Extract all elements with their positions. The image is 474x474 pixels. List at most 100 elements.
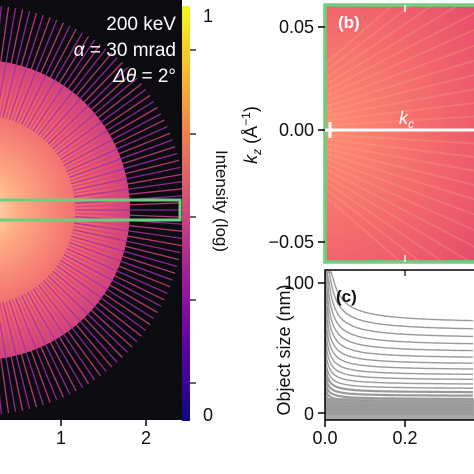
object-size-curve: [324, 303, 473, 370]
diffraction-glow: [0, 61, 130, 359]
panel-b-streak: [325, 194, 403, 262]
diffraction-ray: [50, 273, 133, 348]
panel-c-label: (c): [336, 287, 357, 306]
panel-b-streak: [325, 5, 413, 74]
diffraction-ray: [72, 166, 181, 191]
diffraction-ray: [18, 22, 64, 124]
object-size-curve: [324, 271, 473, 345]
object-size-curve: [324, 397, 473, 408]
panel-c-y-axis-label: Object size (nm): [274, 284, 294, 415]
object-size-curve: [323, 380, 474, 400]
panel-c: (c) 100 0 0.0 0.2 Object size (nm): [274, 269, 474, 448]
object-size-curve: [323, 364, 473, 394]
diffraction-ray: [43, 57, 118, 140]
object-size-curve: [325, 271, 474, 330]
diffraction-ray: [50, 72, 133, 147]
diffraction-ray: [14, 19, 58, 123]
object-size-curve: [324, 286, 473, 364]
diffraction-ray: [74, 212, 182, 218]
object-size-curve: [324, 407, 473, 413]
panel-b: (b) kc 0.05 0.00 −0.05 kz (Å−1): [239, 3, 474, 264]
diffraction-ray: [2, 10, 31, 118]
diffraction-ray: [29, 290, 90, 385]
diffraction-ray: [60, 259, 155, 320]
colorbar-tick-label-bottom: 0: [203, 405, 213, 425]
diffraction-ray: [54, 83, 142, 153]
diffraction-ray: [32, 39, 96, 132]
colorbar-gradient: [182, 6, 190, 421]
diffraction-ray: [61, 106, 158, 164]
colorbar: 1 0 Intensity (log): [182, 6, 231, 425]
diffraction-ray: [40, 282, 113, 368]
object-size-curve: [324, 354, 473, 389]
object-size-curve: [324, 331, 473, 380]
diffraction-ray: [26, 32, 84, 129]
diffraction-ray: [26, 291, 84, 388]
diffraction-ray: [0, 347, 10, 414]
diffraction-ray: [0, 7, 17, 101]
panel-c-y-tick-label-1: 100: [284, 273, 314, 293]
panel-b-streak: [325, 88, 474, 118]
panel-b-streak: [325, 115, 474, 127]
panel-b-streak: [325, 152, 474, 201]
diffraction-ray: [69, 139, 173, 179]
diffraction-ray: [54, 267, 142, 337]
diffraction-ray: [72, 159, 180, 188]
panel-b-y-tick-label-2: 0.00: [279, 120, 314, 140]
panel-b-streak: [325, 186, 422, 262]
panel-a-x-tick-label-2: 2: [141, 428, 151, 448]
diffraction-ray: [40, 52, 113, 138]
panel-b-streak: [325, 59, 474, 108]
alpha-label: α = 30 mrad: [74, 40, 176, 61]
object-size-curve: [324, 404, 473, 412]
object-size-curve: [323, 373, 473, 397]
colorbar-tick-label-top: 1: [203, 6, 213, 26]
panel-b-streaks: [325, 5, 474, 262]
panel-b-streak: [325, 74, 474, 113]
diffraction-ray: [69, 241, 173, 281]
diffraction-ray: [58, 262, 151, 326]
panel-b-y-axis-label: kz (Å−1): [239, 106, 264, 164]
panel-b-streak: [325, 162, 474, 232]
diffraction-ray: [8, 14, 44, 120]
object-size-curve: [323, 387, 473, 403]
panel-b-y-tick-label-3: −0.05: [268, 232, 314, 252]
diffraction-ray: [37, 48, 107, 136]
diffraction-ray: [0, 9, 24, 118]
diffraction-ray: [37, 284, 107, 372]
diffraction-ray: [2, 302, 31, 410]
diffraction-ray: [74, 202, 182, 208]
panel-b-y-tick-label-1: 0.05: [279, 17, 314, 37]
diffraction-ray: [0, 302, 24, 411]
diffraction-ray: [24, 293, 77, 392]
diffraction-ray: [61, 256, 158, 314]
panel-b-label: (b): [338, 13, 360, 32]
diffraction-ray: [21, 25, 71, 125]
diffraction-ray: [70, 146, 176, 182]
panel-b-streak: [325, 44, 474, 103]
diffraction-rays: [0, 6, 182, 414]
diffraction-ray: [56, 265, 147, 332]
panel-b-streak: [325, 147, 474, 186]
panel-b-streak: [325, 167, 474, 248]
diffraction-ray: [47, 275, 128, 353]
diffraction-ray: [72, 229, 181, 254]
panel-b-streak: [325, 133, 474, 145]
object-size-curve: [324, 401, 473, 410]
diffraction-ray: [65, 251, 165, 301]
diffraction-ray: [74, 219, 182, 232]
diffraction-ray: [72, 232, 180, 261]
diffraction-ray: [5, 12, 38, 119]
panel-b-streak: [325, 180, 445, 262]
diffraction-ray: [5, 301, 38, 408]
panel-b-streak: [325, 157, 474, 216]
diffraction-ray: [0, 319, 17, 413]
panel-c-axes: [324, 269, 474, 421]
diffraction-ray: [21, 295, 71, 395]
panel-b-streak: [325, 142, 474, 172]
diffraction-ray: [8, 300, 44, 406]
diffraction-ray: [67, 244, 171, 288]
diffraction-ray: [63, 254, 162, 307]
kc-label: kc: [399, 108, 414, 131]
